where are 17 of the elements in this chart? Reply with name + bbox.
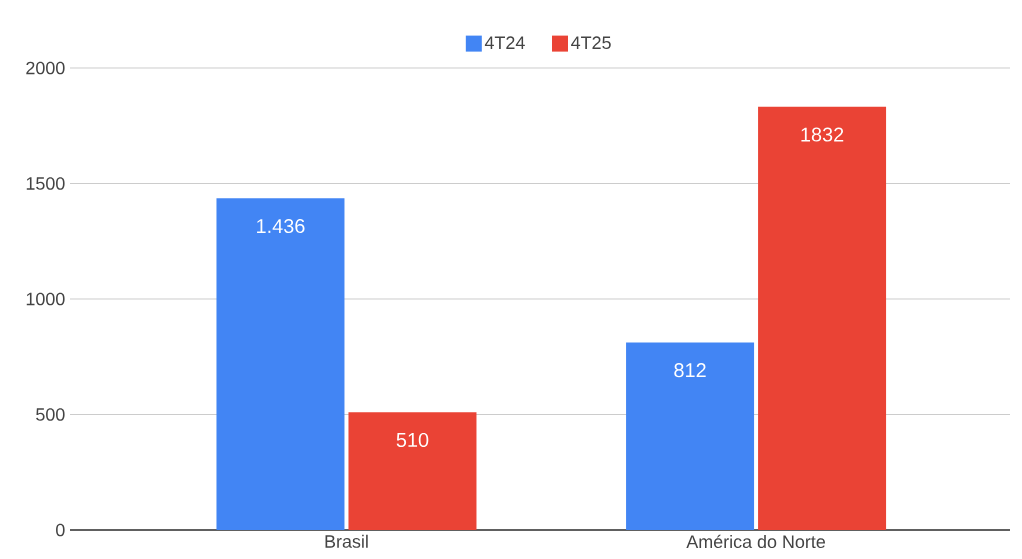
bar: [216, 198, 345, 530]
legend-label: 4T24: [484, 36, 525, 49]
data-label: 1.436: [257, 218, 305, 234]
legend-label: 4T25: [571, 36, 611, 50]
y-tick-label: 1500: [26, 177, 65, 190]
y-tick-label: 2000: [26, 61, 65, 75]
bar: [348, 412, 477, 530]
bar: [626, 342, 755, 530]
data-label: 1832: [801, 127, 844, 142]
x-tick-label: Brasil: [325, 534, 368, 548]
x-tick-label: América do Norte: [686, 534, 826, 549]
y-tick-label: 500: [36, 408, 65, 421]
data-label: 812: [674, 363, 706, 378]
data-label: 510: [396, 432, 429, 447]
y-tick-label: 1000: [26, 292, 65, 306]
y-tick-label: 0: [56, 523, 65, 537]
bar: [758, 106, 887, 530]
